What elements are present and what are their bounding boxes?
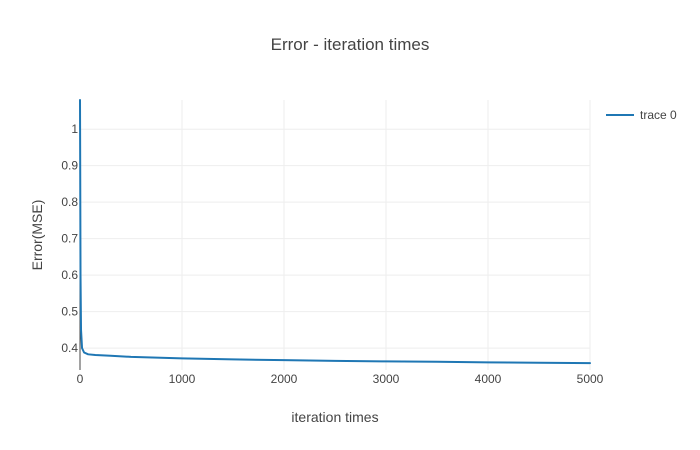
x-tick-label: 0	[77, 372, 84, 386]
x-axis-title: iteration times	[291, 409, 378, 425]
y-tick-label: 0.9	[61, 159, 78, 173]
x-tick-label: 4000	[475, 372, 502, 386]
y-axis-title: Error(MSE)	[29, 200, 45, 271]
y-tick-label: 0.6	[61, 268, 78, 282]
legend-label-trace-0: trace 0	[640, 108, 677, 122]
axes: 0 1000 2000 3000 4000 5000 0.4 0.5 0.6 0.7 0.8 0.9 1	[61, 100, 604, 386]
y-tick-label: 0.8	[61, 195, 78, 209]
series	[79, 99, 591, 365]
series-line-trace-0	[79, 99, 591, 365]
x-tick-label: 1000	[169, 372, 196, 386]
y-tick-label: 0.5	[61, 305, 78, 319]
y-tick-label: 1	[71, 122, 78, 136]
x-tick-label: 3000	[373, 372, 400, 386]
y-tick-label: 0.7	[61, 232, 78, 246]
legend[interactable]: trace 0	[606, 108, 677, 122]
x-tick-label: 2000	[271, 372, 298, 386]
x-tick-label: 5000	[577, 372, 604, 386]
chart-title: Error - iteration times	[271, 35, 430, 54]
grid	[80, 100, 591, 370]
y-tick-label: 0.4	[61, 341, 78, 355]
